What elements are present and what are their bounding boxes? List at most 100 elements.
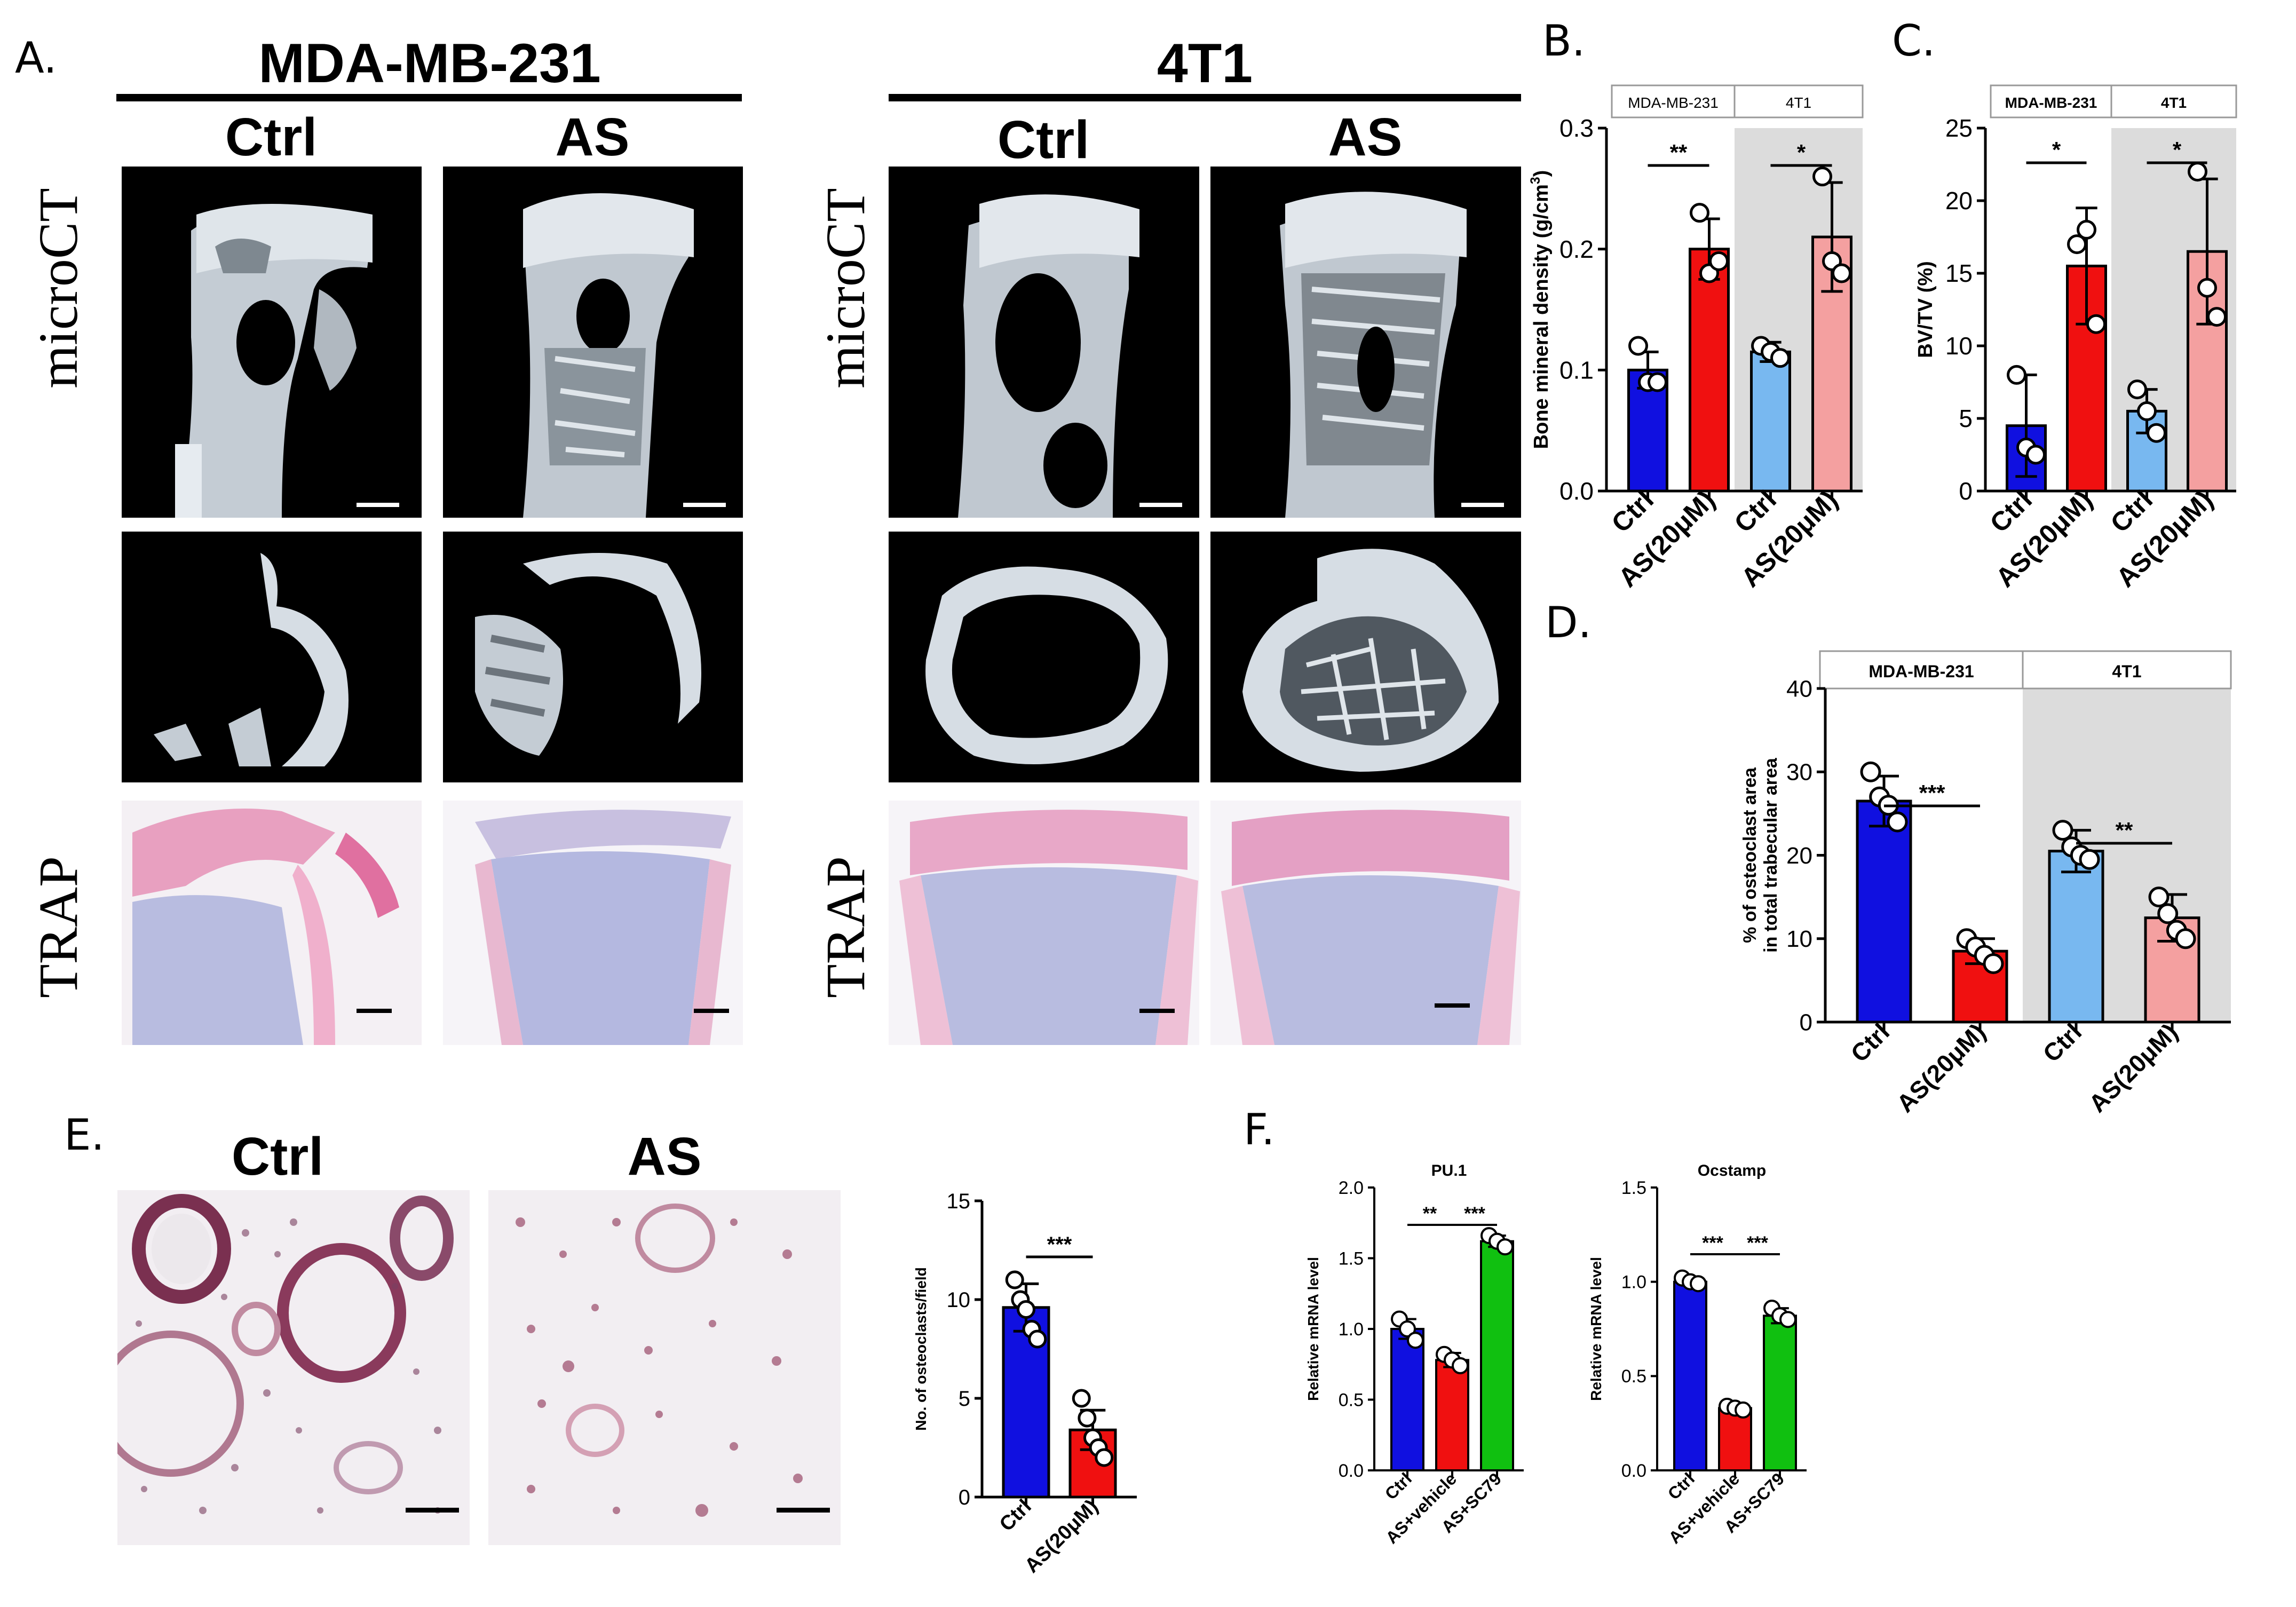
group-divider-mda (116, 94, 742, 101)
data-point (2188, 162, 2207, 182)
data-point (1072, 1389, 1091, 1408)
y-tick-label: 20 (1786, 843, 1812, 869)
y-tick-label: 40 (1786, 676, 1812, 702)
data-point (1005, 1270, 1024, 1289)
trap-4t1-as (1210, 801, 1521, 1045)
chart-f-ocstamp: Ocstamp 0.0 0.5 1.0 1.5 Ctrl AS+vehicle AS+SC79… (1574, 1147, 1895, 1596)
y-tick-label: 2.0 (1339, 1178, 1364, 1198)
data-point (1628, 336, 1648, 356)
data-point (2086, 314, 2106, 334)
data-point (2007, 365, 2026, 385)
y-axis-label: in total trabecular area (1761, 757, 1781, 953)
x-tick-label: AS(20μM) (2083, 1018, 2183, 1118)
group-title-mda: MDA-MB-231 (258, 33, 601, 94)
data-point (2067, 234, 2087, 255)
significance-label: ** (1423, 1204, 1437, 1224)
cond-4t1-as: AS (1328, 107, 1403, 167)
group-header-box (1819, 650, 2232, 690)
group-header-label: MDA-MB-231 (2005, 94, 2097, 111)
chart-e-osteoclast-count: 0 5 10 15 Ctrl AS(20μM) No. of osteoclasts/fie… (902, 1185, 1179, 1590)
y-axis-label: BV/TV (%) (1914, 261, 1937, 358)
data-point (1497, 1238, 1514, 1256)
osteoclast-image-as (488, 1190, 841, 1545)
significance-label: ** (1670, 140, 1688, 165)
data-point (2207, 307, 2227, 327)
microct-cross-mda-ctrl (122, 532, 422, 782)
y-tick-label: 0.0 (1559, 477, 1594, 505)
microct-long-mda-ctrl (122, 167, 422, 518)
row-label-trap-right: TRAP (815, 856, 876, 998)
data-point (2148, 886, 2170, 908)
row-label-microct-right: microCT (815, 188, 876, 389)
data-point (1983, 953, 2004, 975)
chart-c-bvtv: MDA-MB-231 4T1 0 5 10 15 20 25 Ctrl AS(20μM) Ctrl A… (1914, 80, 2295, 640)
data-point (1812, 167, 1832, 187)
significance-label: ** (2116, 818, 2133, 843)
y-tick-label: 10 (1786, 926, 1812, 952)
data-point (1887, 811, 1908, 833)
microct-cross-mda-as (443, 532, 743, 782)
data-point (1407, 1332, 1424, 1349)
microct-long-mda-as (443, 167, 743, 518)
data-point (2197, 278, 2217, 298)
data-point (2147, 423, 2166, 443)
significance-label: *** (1464, 1204, 1485, 1224)
x-tick-label: Ctrl (1381, 1469, 1415, 1503)
y-tick-label: 0 (1800, 1009, 1812, 1035)
data-point (2137, 401, 2157, 421)
y-tick-label: 0 (959, 1486, 970, 1509)
y-tick-label: 0.3 (1559, 114, 1594, 142)
significance-label: * (2052, 137, 2061, 162)
data-point (2077, 219, 2096, 240)
data-point (1735, 1401, 1752, 1419)
y-tick-label: 0 (1959, 477, 1973, 505)
y-tick-label: 15 (947, 1190, 971, 1213)
bar (1856, 799, 1912, 1024)
row-label-microct-left: microCT (28, 188, 89, 389)
data-point (1690, 203, 1709, 223)
group-header-label: 4T1 (2112, 662, 2141, 681)
y-axis-label: No. of osteoclasts/field (913, 1267, 929, 1431)
x-tick-label: AS(20μM) (1891, 1018, 1991, 1118)
chart-f-pu1: PU.1 0.0 0.5 1.0 1.5 2.0 Ctrl AS+vehicle AS+SC79… (1292, 1147, 1612, 1596)
data-point (1860, 761, 1881, 782)
cond-4t1-ctrl: Ctrl (997, 110, 1090, 170)
group-header-label: MDA-MB-231 (1869, 662, 1974, 681)
group-header-box (1990, 84, 2237, 118)
x-tick-label: AS(20μM) (1020, 1495, 1103, 1578)
significance-label: *** (1047, 1233, 1072, 1256)
microct-cross-4t1-as (1210, 532, 1521, 782)
significance-label: *** (1919, 780, 1945, 805)
panel-b-letter: B. (1542, 16, 1586, 66)
chart-title: Ocstamp (1698, 1162, 1766, 1179)
y-tick-label: 0.1 (1559, 356, 1594, 384)
y-axis-label-sup: 3 (1529, 177, 1543, 184)
y-tick-label: 10 (1945, 332, 1973, 360)
x-tick-label: Ctrl (995, 1495, 1036, 1536)
data-point (1832, 263, 1851, 283)
y-tick-label: 0.5 (1339, 1390, 1364, 1410)
panel-c-letter: C. (1892, 16, 1936, 66)
row-label-trap-left: TRAP (28, 856, 89, 998)
microct-long-4t1-as (1210, 167, 1521, 518)
bar (1390, 1328, 1424, 1471)
data-point (1690, 1275, 1707, 1293)
y-tick-label: 1.5 (1621, 1178, 1646, 1198)
chart-svg: PU.10.00.51.01.52.0CtrlAS+vehicleAS+SC79… (1305, 1162, 1524, 1547)
significance-label: *** (1702, 1233, 1723, 1253)
group-header-box (1611, 84, 1864, 118)
data-point (1648, 372, 1667, 392)
y-tick-label: 5 (1959, 405, 1973, 432)
cond-mda-as: AS (555, 107, 630, 167)
y-tick-label: 30 (1786, 759, 1812, 786)
data-point (2052, 820, 2073, 841)
bar (1435, 1359, 1469, 1471)
y-axis-label: Relative mRNA level (1305, 1257, 1321, 1401)
data-point (1709, 251, 1729, 271)
group-header-label: MDA-MB-231 (1628, 94, 1719, 111)
y-tick-label: 0.2 (1559, 235, 1594, 263)
data-point (1779, 1311, 1796, 1328)
data-point (2157, 903, 2179, 924)
